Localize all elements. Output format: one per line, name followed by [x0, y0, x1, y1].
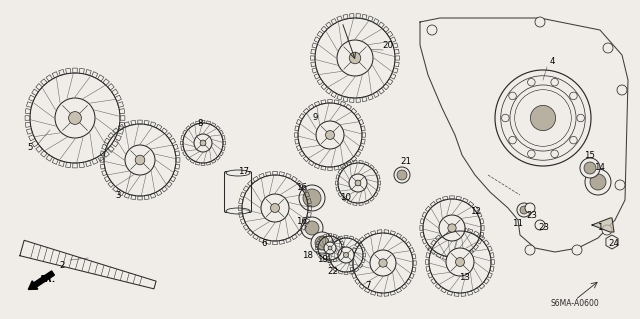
Circle shape — [585, 169, 611, 195]
Text: 18: 18 — [303, 250, 314, 259]
Circle shape — [525, 245, 535, 255]
Text: 23: 23 — [527, 211, 538, 219]
Circle shape — [446, 248, 474, 276]
Text: 21: 21 — [401, 158, 412, 167]
Circle shape — [55, 98, 95, 138]
Circle shape — [525, 203, 535, 213]
Circle shape — [535, 220, 545, 230]
Circle shape — [315, 236, 329, 250]
Circle shape — [326, 130, 335, 139]
Circle shape — [502, 114, 509, 122]
Circle shape — [439, 215, 465, 241]
Circle shape — [324, 242, 336, 254]
Circle shape — [379, 259, 387, 267]
Circle shape — [303, 189, 321, 207]
Circle shape — [527, 150, 535, 158]
Circle shape — [551, 150, 559, 158]
Circle shape — [194, 134, 212, 152]
Text: 24: 24 — [609, 240, 620, 249]
Circle shape — [509, 92, 516, 100]
Circle shape — [580, 158, 600, 178]
Circle shape — [337, 40, 373, 76]
Text: 10: 10 — [340, 192, 351, 202]
Circle shape — [427, 25, 437, 35]
Circle shape — [305, 221, 319, 235]
Circle shape — [535, 17, 545, 27]
Circle shape — [456, 257, 465, 266]
Circle shape — [577, 114, 584, 122]
Ellipse shape — [226, 208, 250, 214]
Text: 14: 14 — [595, 164, 605, 173]
Circle shape — [517, 203, 531, 217]
Circle shape — [316, 121, 344, 149]
Text: FR.: FR. — [40, 275, 56, 284]
Circle shape — [509, 136, 516, 144]
Circle shape — [135, 155, 145, 165]
Text: S6MA-A0600: S6MA-A0600 — [550, 300, 600, 308]
Circle shape — [617, 85, 627, 95]
Circle shape — [397, 170, 407, 180]
Text: 16: 16 — [296, 183, 307, 192]
Polygon shape — [20, 240, 156, 289]
Text: 19: 19 — [317, 256, 328, 264]
Circle shape — [68, 112, 81, 124]
Circle shape — [355, 180, 361, 186]
Text: 1: 1 — [597, 224, 603, 233]
Circle shape — [572, 245, 582, 255]
Text: 16: 16 — [296, 218, 307, 226]
Circle shape — [328, 246, 332, 250]
Text: 22: 22 — [328, 268, 339, 277]
Circle shape — [349, 52, 361, 64]
FancyArrow shape — [28, 271, 54, 289]
Circle shape — [520, 206, 528, 214]
Text: 20: 20 — [383, 41, 394, 49]
Circle shape — [448, 224, 456, 232]
Text: 8: 8 — [197, 118, 203, 128]
Circle shape — [603, 43, 613, 53]
Circle shape — [590, 174, 606, 190]
Text: 4: 4 — [549, 57, 555, 66]
Text: 5: 5 — [28, 144, 33, 152]
Text: 3: 3 — [115, 191, 121, 201]
Circle shape — [261, 194, 289, 222]
Circle shape — [125, 145, 155, 175]
Text: 17: 17 — [239, 167, 250, 176]
Circle shape — [311, 232, 333, 254]
Polygon shape — [592, 218, 614, 232]
Circle shape — [531, 105, 556, 130]
Text: 23: 23 — [538, 224, 550, 233]
Circle shape — [271, 204, 280, 212]
Ellipse shape — [226, 170, 250, 176]
FancyBboxPatch shape — [225, 172, 252, 212]
Circle shape — [338, 247, 354, 263]
Circle shape — [551, 78, 559, 86]
Circle shape — [570, 92, 577, 100]
Circle shape — [602, 225, 612, 235]
Polygon shape — [606, 235, 618, 249]
Circle shape — [301, 217, 323, 239]
Circle shape — [370, 250, 396, 276]
Text: 12: 12 — [470, 207, 481, 217]
Text: 9: 9 — [312, 114, 317, 122]
Text: 6: 6 — [261, 240, 267, 249]
Circle shape — [299, 185, 325, 211]
Circle shape — [615, 180, 625, 190]
Circle shape — [570, 136, 577, 144]
Text: 11: 11 — [513, 219, 524, 227]
Circle shape — [200, 140, 206, 146]
Circle shape — [527, 78, 535, 86]
Circle shape — [515, 90, 571, 146]
Text: 7: 7 — [365, 280, 371, 290]
Circle shape — [584, 162, 596, 174]
Circle shape — [344, 252, 349, 257]
Circle shape — [349, 174, 367, 192]
Circle shape — [394, 167, 410, 183]
Text: 15: 15 — [584, 151, 595, 160]
Text: 2: 2 — [60, 261, 65, 270]
Text: 13: 13 — [460, 273, 470, 283]
